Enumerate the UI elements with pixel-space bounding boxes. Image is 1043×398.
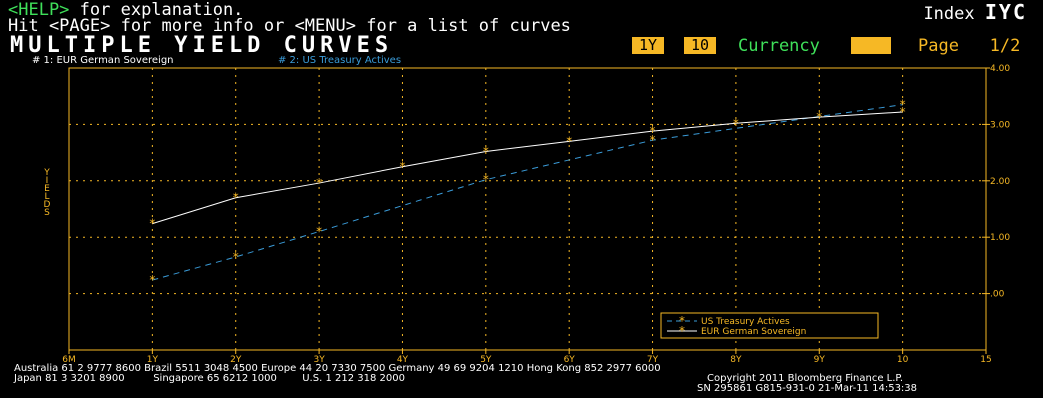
data-point-us: * [899,98,906,112]
hit-page-line: Hit <PAGE> for more info or <MENU> for a… [8,16,571,36]
y-tick-label: 1.00 [990,233,1010,243]
data-point-us: * [482,173,489,187]
currency-field[interactable] [851,37,891,54]
data-point-eur: * [232,191,239,205]
plot-frame [68,67,987,351]
currency-label: Currency [738,36,820,56]
footer-contacts-2: Japan 81 3 3201 8900 Singapore 65 6212 1… [14,373,405,384]
y-tick-label: 3.00 [990,120,1010,130]
footer-copyright: Copyright 2011 Bloomberg Finance L.P. [707,373,904,384]
data-point-eur: * [315,176,322,190]
x-tick-label: 5Y [480,355,492,365]
footer-serial: SN 295861 G815-931-0 21-Mar-11 14:53:38 [697,383,918,394]
data-point-us: * [232,250,239,264]
x-tick-label: 6M [62,355,76,365]
series-line-us [152,104,903,281]
legend-label: US Treasury Actives [701,317,790,327]
x-tick-label: 2Y [230,355,242,365]
x-tick-label: 15 [980,355,991,365]
x-tick-label: 3Y [313,355,325,365]
legend-box [660,312,879,339]
help-key[interactable]: <HELP> [8,0,70,20]
x-tick-label: 10 [897,355,909,365]
index-label: Index IYC [923,2,1027,24]
series-line-eur [152,111,903,225]
y-tick-label: 4.00 [990,64,1010,74]
x-tick-label: 1Y [147,355,159,365]
data-point-eur: * [482,144,489,158]
series-tag-eur: # 1: EUR German Sovereign [32,55,174,66]
data-point-eur: * [649,124,656,138]
tenor-field-2[interactable]: 10 [684,37,716,54]
page-indicator: Page 1/2 [918,36,1020,56]
data-point-us: * [149,273,156,287]
x-tick-label: 7Y [647,355,659,365]
data-point-eur: * [816,110,823,124]
page-word: Page [918,36,959,56]
data-point-us: * [649,133,656,147]
y-tick-label: .00 [990,290,1005,300]
page-title: MULTIPLE YIELD CURVES [10,33,394,58]
data-point-eur: * [399,160,406,174]
data-point-eur: * [149,217,156,231]
data-point-us: * [315,225,322,239]
help-text: for explanation. [69,0,244,20]
index-prefix: Index [923,4,975,24]
data-point-eur: * [732,116,739,130]
page-number: 1/2 [989,36,1021,56]
x-tick-label: 6Y [564,355,576,365]
legend-marker: * [678,324,685,338]
legend-marker: * [678,314,685,328]
x-tick-label: 9Y [814,355,826,365]
x-tick-label: 8Y [730,355,742,365]
data-point-eur: * [899,105,906,119]
y-tick-label: 2.00 [990,177,1010,187]
index-code: IYC [984,0,1027,24]
tenor-field-1[interactable]: 1Y [632,37,664,54]
legend-label: EUR German Sovereign [701,327,806,337]
data-point-eur: * [566,134,573,148]
footer-contacts-1: Australia 61 2 9777 8600 Brazil 5511 304… [14,363,661,374]
help-line: <HELP> for explanation. [8,2,243,19]
series-tag-us: # 2: US Treasury Actives [278,55,402,66]
x-tick-label: 4Y [397,355,409,365]
